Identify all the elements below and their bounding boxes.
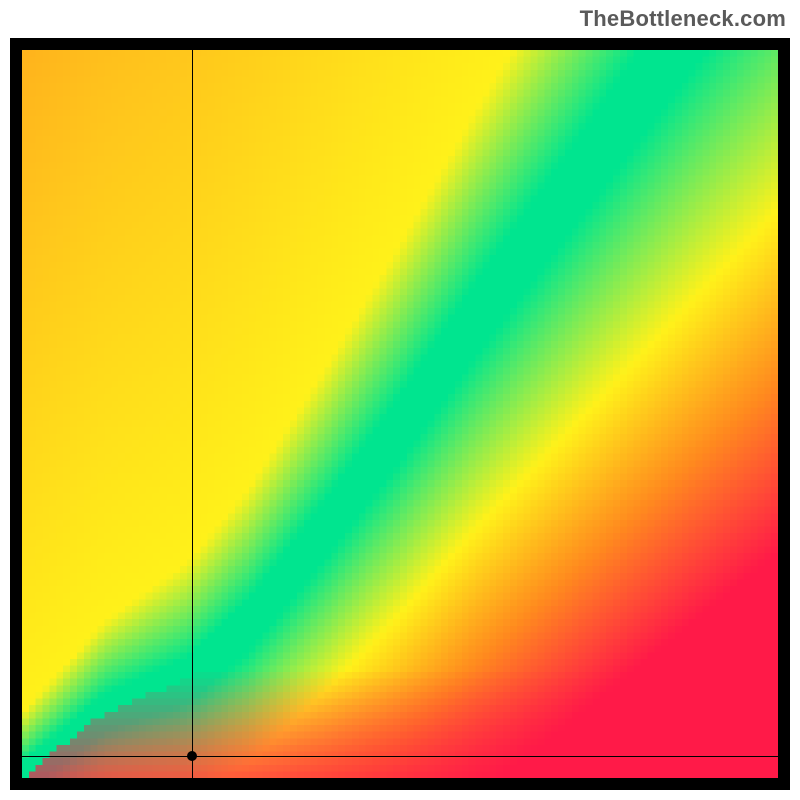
marker-dot	[187, 751, 197, 761]
crosshair-horizontal	[22, 756, 778, 757]
chart-container: TheBottleneck.com	[0, 0, 800, 800]
crosshair-vertical	[192, 50, 193, 778]
watermark-text: TheBottleneck.com	[580, 6, 786, 32]
heatmap-canvas	[22, 50, 778, 778]
